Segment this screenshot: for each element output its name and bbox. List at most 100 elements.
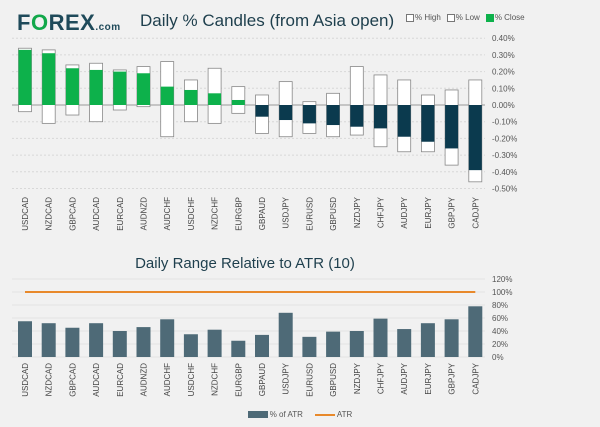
atr-chart-title: Daily Range Relative to ATR (10) [135, 255, 355, 272]
atr-bar [420, 323, 435, 357]
candle-close-bar [302, 105, 316, 124]
x-tick-label: AUDJPY [400, 362, 409, 394]
x-tick-label: USDCAD [21, 197, 30, 231]
y-tick-label: -0.10% [492, 118, 517, 127]
candle-close-bar [421, 105, 435, 142]
x-tick-label: GBPUSD [329, 197, 338, 231]
candle-close-bar [350, 105, 364, 127]
legend-item-high: % High [406, 13, 441, 22]
y-tick-label: 100% [492, 288, 512, 297]
x-tick-label: GBPCAD [68, 197, 77, 231]
candle-close-bar [137, 73, 150, 105]
atr-bar [397, 329, 412, 357]
atr-bar [136, 327, 151, 357]
x-tick-label: CADJPY [471, 362, 480, 394]
x-tick-label: USDCAD [21, 363, 30, 397]
x-tick-label: AUDCAD [92, 363, 101, 397]
atr-bar [18, 321, 32, 357]
x-tick-label: AUDCHF [163, 197, 172, 230]
y-tick-label: 60% [492, 314, 508, 323]
x-tick-label: NZDJPY [353, 196, 362, 228]
x-tick-label: AUDNZD [140, 363, 149, 397]
atr-bar [468, 306, 483, 357]
x-tick-label: NZDJPY [353, 362, 362, 394]
y-tick-label: 0.10% [492, 84, 515, 93]
x-tick-label: AUDNZD [140, 197, 149, 231]
logo-text: REX [48, 10, 96, 35]
legend-item-atr: ATR [314, 410, 352, 419]
legend-item-close: % Close [485, 13, 525, 22]
candle-close-bar [326, 105, 340, 126]
atr-bar [444, 319, 459, 357]
x-tick-label: CHFJPY [377, 362, 386, 394]
atr-legend: % of ATR ATR [0, 410, 600, 419]
x-tick-label: GBPAUD [258, 197, 267, 230]
x-tick-label: GBPCAD [68, 363, 77, 397]
x-tick-label: EURGBP [234, 363, 243, 397]
y-tick-label: -0.20% [492, 134, 517, 143]
legend-item-atr-pct: % of ATR [247, 410, 303, 419]
candle-close-bar [208, 93, 222, 105]
candle-close-bar [255, 105, 269, 117]
y-tick-label: 20% [492, 340, 508, 349]
candles-legend: % High % Low % Close [406, 13, 525, 22]
candle-close-bar [279, 105, 293, 121]
x-tick-label: CHFJPY [377, 196, 386, 228]
atr-bar [207, 329, 222, 357]
candle-close-bar [231, 99, 245, 105]
candle-close-bar [113, 71, 127, 105]
x-tick-label: GBPUSD [329, 363, 338, 397]
x-tick-label: EURJPY [424, 362, 433, 394]
x-tick-label: USDJPY [282, 362, 291, 394]
x-tick-label: EURCAD [116, 363, 125, 397]
candle-close-bar [18, 49, 32, 105]
candle-close-bar [65, 68, 79, 105]
y-tick-label: 0.20% [492, 68, 515, 77]
atr-bar [326, 331, 341, 357]
candle-close-bar [42, 53, 56, 105]
atr-bar [302, 336, 317, 357]
x-tick-label: EURCAD [116, 197, 125, 231]
legend-item-low: % Low [446, 13, 480, 22]
x-tick-label: GBPJPY [448, 362, 457, 394]
x-tick-label: AUDCHF [163, 363, 172, 396]
x-tick-label: EURGBP [234, 197, 243, 231]
x-tick-label: EURJPY [424, 196, 433, 228]
x-tick-label: GBPJPY [448, 196, 457, 228]
atr-bar [160, 319, 175, 357]
x-tick-label: NZDCHF [211, 197, 220, 230]
logo-text: O [30, 10, 49, 35]
x-tick-label: AUDJPY [400, 196, 409, 228]
candle-close-bar [445, 105, 459, 149]
x-tick-label: CADJPY [471, 196, 480, 228]
atr-bar [89, 323, 104, 357]
candle-close-bar [374, 105, 387, 129]
y-tick-label: 0% [492, 353, 504, 362]
y-tick-label: -0.40% [492, 168, 517, 177]
y-tick-label: 80% [492, 301, 508, 310]
y-tick-label: -0.50% [492, 185, 517, 194]
y-tick-label: 40% [492, 327, 508, 336]
atr-bar [255, 334, 269, 357]
logo-text: F [17, 10, 31, 35]
candle-close-bar [468, 105, 482, 171]
x-tick-label: EURUSD [305, 363, 314, 397]
y-tick-label: 0.00% [492, 101, 515, 110]
x-tick-label: GBPAUD [258, 363, 267, 396]
candles-chart-title: Daily % Candles (from Asia open) [140, 11, 395, 30]
candle-close-bar [184, 89, 198, 105]
atr-bar [231, 340, 246, 357]
atr-bar [349, 331, 364, 357]
x-tick-label: NZDCHF [211, 363, 220, 396]
candle-close-bar [160, 86, 174, 105]
x-tick-label: USDCHF [187, 363, 196, 396]
y-tick-label: -0.30% [492, 151, 517, 160]
x-tick-label: AUDCAD [92, 197, 101, 231]
atr-bar [65, 327, 80, 357]
forex-logo: FOREX.com [17, 10, 121, 36]
atr-bar [278, 312, 293, 357]
candle-close-bar [397, 105, 411, 137]
y-tick-label: 120% [492, 275, 512, 284]
